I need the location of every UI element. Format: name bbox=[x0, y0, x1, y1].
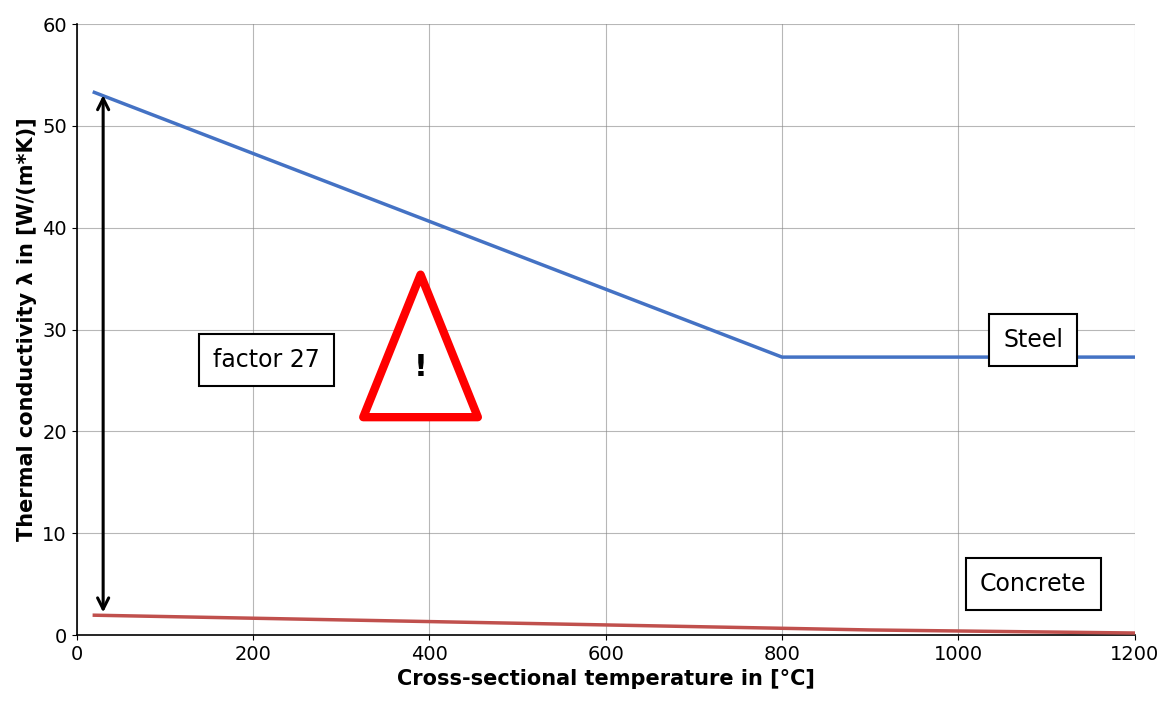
Y-axis label: Thermal conductivity λ in [W/(m*K)]: Thermal conductivity λ in [W/(m*K)] bbox=[16, 118, 36, 542]
Text: factor 27: factor 27 bbox=[213, 348, 320, 372]
Polygon shape bbox=[363, 275, 477, 417]
Text: Steel: Steel bbox=[1003, 328, 1063, 352]
X-axis label: Cross-sectional temperature in [°C]: Cross-sectional temperature in [°C] bbox=[396, 669, 815, 689]
Text: !: ! bbox=[414, 353, 428, 382]
Text: Concrete: Concrete bbox=[980, 572, 1087, 596]
